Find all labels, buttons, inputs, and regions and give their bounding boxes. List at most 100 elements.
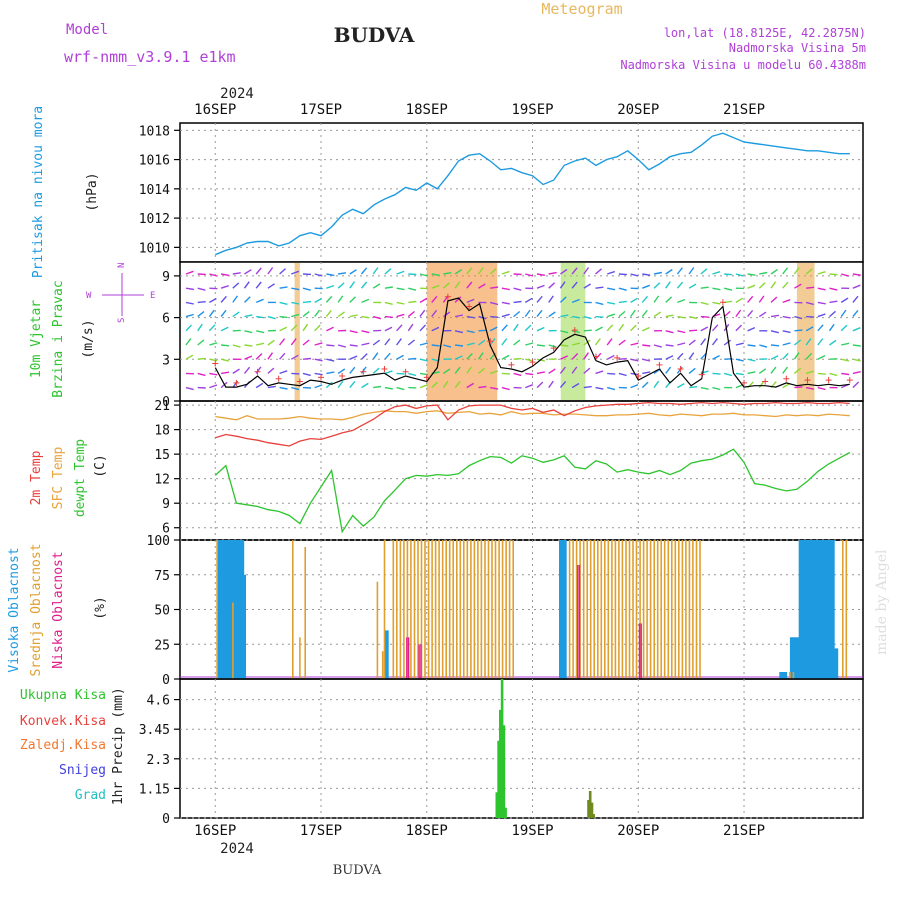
wind-arrow-107 [758,282,766,289]
precip-bar-5 [504,807,507,818]
wind-arrow-494 [536,381,544,389]
cloud-bar-76 [445,540,447,679]
pressure-yticks: 1010 1012 1014 1016 1018 [139,124,180,256]
wind-arrow-178 [232,311,240,318]
wind-marker-26 [487,338,494,345]
cloud-bar-50 [832,540,835,679]
wind-arrow-274 [677,330,686,334]
bottom-day-1: 17SEP [300,823,342,839]
wind-arrow-276 [700,326,709,332]
wind-marker-38 [614,354,621,361]
wind-arrow-161 [712,301,721,305]
precip-bars [495,679,595,818]
wind-arrow-216 [677,315,686,319]
wind-arrow-93 [595,286,604,289]
wind-arrow-284 [794,329,803,332]
wind-arrow-498 [583,385,592,389]
ytick-label-2: 6 [162,312,170,327]
cloud-bar-108 [611,540,613,679]
precip-conv-bar-1 [588,791,592,818]
wind-arrow-435 [525,372,534,376]
wind-arrow-95 [618,287,627,291]
wind-arrow-67 [291,287,300,291]
wind-arrow-503 [641,381,649,389]
wind-arrow-20 [419,273,428,277]
wind-arrow-376 [513,357,522,360]
wind-arrow-428 [443,368,451,374]
wind-arrow-226 [794,315,803,320]
model-name: wrf-nmm_v3.9.1 e1km [64,48,236,66]
temp-ylabel-1: 2m Temp [29,450,44,505]
wind-arrow-299 [290,338,297,346]
bottom-date-labels: 16SEP 17SEP 18SEP 19SEP 20SEP 21SEP [194,823,765,839]
wind-arrow-445 [642,371,651,375]
wind-arrow-14 [349,269,357,275]
wind-gust-markers [212,293,853,386]
wind-arrow-28 [513,273,522,276]
cloud-bar-71 [427,540,430,679]
cloud-bar-102 [589,540,592,679]
wind-arrow-158 [677,298,686,304]
cloud-bar-93 [505,540,507,679]
wind-arrow-455 [758,368,767,374]
wind-arrow-167 [782,299,791,304]
wind-arrow-160 [700,301,709,306]
wind-arrow-386 [630,358,639,362]
wind-arrow-273 [665,330,674,334]
temperature-panel: 6 9 12 15 18 21 2m Temp SFC Temp dewpt Temp (… [29,399,864,541]
cloud-bar-141 [420,644,422,680]
wind-arrow-317 [501,338,508,346]
wind-arrow-164 [747,295,754,303]
cloud-bar-68 [417,540,419,679]
wind-panel: 0 3 6 9 10m Vjetar Brzina i Pravac (m/s) W … [29,261,864,410]
wind-arrow-385 [618,358,627,360]
cloud-bar-100 [582,540,585,679]
bottom-day-5: 21SEP [723,823,765,839]
wind-arrow-115 [852,284,861,289]
cloud-bar-125 [671,540,673,679]
ytick-label-2: 1014 [139,183,170,198]
wind-arrow-229 [829,310,836,318]
wind-arrow-169 [805,301,814,306]
wind-arrow-209 [595,315,604,318]
wind-arrow-163 [735,297,744,303]
wind-arrow-139 [454,296,462,303]
wind-arrow-130 [349,296,356,303]
cloud-bar-129 [685,540,687,679]
wind-arrow-269 [618,323,625,332]
compass-rose: W E N S [86,263,155,323]
wind-marker-4 [254,368,261,375]
precip-bar-4 [502,725,506,818]
cloud-bar-89 [491,540,493,679]
wind-arrow-24 [466,267,473,275]
wind-arrow-359 [314,358,323,362]
wind-arrow-21 [431,273,440,276]
wind-arrow-478 [349,380,356,389]
wind-band-0 [294,263,300,400]
wind-arrow-350 [209,358,218,362]
wind-arrow-452 [724,372,733,377]
wind-arrow-357 [290,354,299,360]
wind-arrow-420 [349,366,356,374]
wind-arrow-521 [852,381,860,389]
cloud-bar-29 [795,637,798,679]
cloud-bar-60 [383,540,386,679]
wind-arrow-458 [793,367,802,374]
wind-arrow-29 [525,273,534,277]
compass-east: E [150,291,155,301]
wind-arrow-309 [407,339,416,346]
wind-arrow-42 [676,267,683,275]
cloud-panel: 0 25 50 75 100 Visoka Oblacnost Srednja Obla… [7,534,864,688]
wind-arrow-332 [677,342,686,346]
wind-arrow-453 [735,372,744,376]
wind-arrow-457 [782,366,789,374]
wind-arrow-206 [560,314,569,318]
wind-arrow-39 [642,273,651,276]
cloud-bar-7 [229,540,232,679]
wind-arrow-422 [372,367,380,374]
wind-arrow-410 [232,368,240,374]
temperature-frame [179,400,864,541]
wind-arrow-110 [794,283,802,289]
cloud-bar-65 [406,540,409,679]
wind-arrow-251 [407,323,414,332]
